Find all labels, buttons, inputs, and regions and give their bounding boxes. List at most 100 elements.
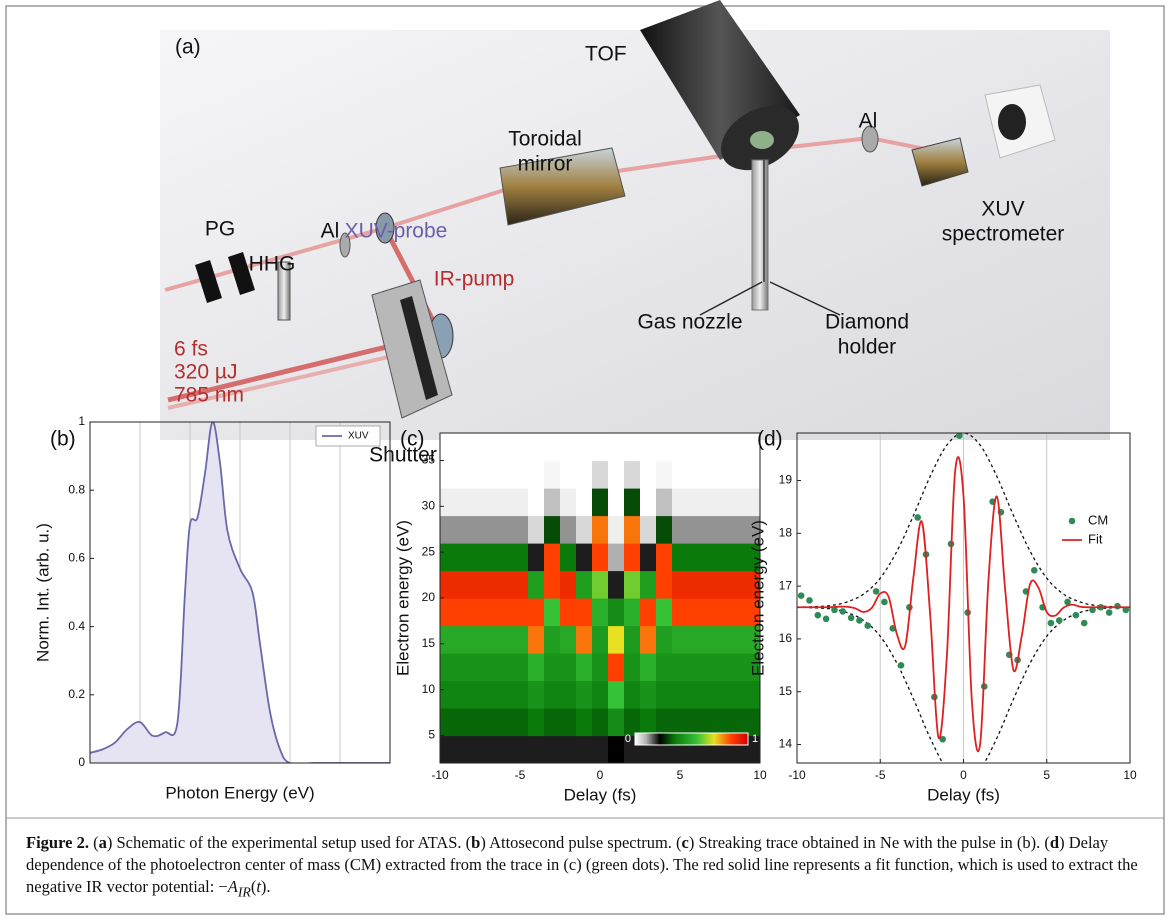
heatmap-cell: [560, 543, 577, 572]
caption-text: IR: [237, 884, 251, 900]
label: 6 fs: [174, 338, 208, 361]
legend-box: [315, 425, 381, 447]
heatmap-cell: [576, 543, 593, 572]
heatmap-cell: [512, 543, 529, 572]
data-point: [973, 768, 980, 775]
heatmap-cell: [736, 625, 753, 654]
heatmap-cell: [608, 515, 625, 544]
heatmap-cell: [592, 598, 609, 627]
heatmap-cell: [480, 708, 497, 737]
colorbar-label: 1: [752, 733, 758, 745]
plot-area: [440, 433, 760, 763]
heatmap-cell: [752, 515, 760, 544]
heatmap-cell: [448, 543, 465, 572]
heatmap-cell: [512, 735, 529, 763]
data-point: [914, 514, 922, 521]
heatmap-cell: [480, 680, 497, 709]
heatmap-cell: [464, 488, 481, 517]
label: XUV-probe: [345, 220, 448, 243]
heatmap-cell: [480, 598, 497, 627]
heatmap-cell: [688, 460, 705, 489]
pointer: [699, 281, 763, 316]
heatmap-cell: [736, 460, 753, 489]
heatmap-cell: [672, 653, 689, 682]
heatmap-cell: [656, 460, 673, 489]
heatmap-cell: [544, 515, 561, 544]
heatmap-cell: [480, 543, 497, 572]
pg-plate: [228, 252, 255, 295]
label: HHG: [249, 253, 296, 276]
heatmap-cell: [560, 653, 577, 682]
heatmap-cell: [440, 570, 449, 599]
heatmap-cell: [592, 433, 609, 462]
y-tick-label: 1: [78, 414, 85, 428]
heatmap-cell: [480, 653, 497, 682]
data-point: [956, 433, 963, 439]
y-tick-label: 16: [779, 631, 793, 645]
line: [797, 456, 1130, 753]
heatmap-cell: [592, 488, 609, 517]
y-tick-label: 0: [78, 755, 85, 769]
heatmap-cell: [528, 680, 545, 709]
panel: XUV 0 0.2 0.4 0.6 0.8 1 Photon Energy (eV) Norm.…: [33, 414, 391, 802]
heatmap-cell: [544, 460, 561, 489]
heatmap-cell: [752, 708, 760, 737]
heatmap-cell: [528, 543, 545, 572]
axes-frame: [89, 421, 391, 764]
label: Shutter: [369, 444, 437, 467]
pointer: [769, 281, 841, 316]
heatmap-cell: [480, 625, 497, 654]
schematic: (a) TOF Toroidal mirror Al XUV spectrome…: [160, 0, 1110, 467]
heatmap-cell: [592, 653, 609, 682]
hhg-cell: [277, 261, 291, 321]
data-point: [1122, 606, 1130, 614]
label: Al: [321, 220, 340, 243]
heatmap-cell: [720, 543, 737, 572]
heatmap-cell: [528, 598, 545, 627]
heatmap-cell: [736, 680, 753, 709]
heatmap-cell: [464, 625, 481, 654]
heatmap-cell: [640, 543, 657, 572]
heatmap-cell: [608, 543, 625, 572]
x-tick-label: 0: [960, 768, 967, 782]
heatmap-cell: [608, 680, 625, 709]
heatmap-cell: [560, 515, 577, 544]
heatmap-cell: [688, 625, 705, 654]
panel-label: (c): [400, 428, 425, 451]
al-filter: [861, 125, 879, 153]
data-point: [822, 615, 830, 623]
heatmap-cell: [464, 598, 481, 627]
heatmap-cell: [736, 653, 753, 682]
caption-text: ) Streaking trace obtained in Ne with th…: [688, 833, 1050, 852]
heatmap-cell: [688, 433, 705, 462]
heatmap-cell: [656, 570, 673, 599]
x-tick-label: -10: [788, 768, 806, 782]
toroidal-mirror: [499, 147, 626, 226]
heatmap-cell: [672, 515, 689, 544]
heatmap-cell: [752, 460, 760, 489]
heatmap-cell: [608, 735, 625, 763]
heatmap-cell: [736, 433, 753, 462]
heatmap-cell: [464, 735, 481, 763]
data-point: [847, 614, 855, 622]
heatmap-cell: [752, 598, 760, 627]
caption-text: d: [1049, 833, 1060, 852]
heatmap-cell: [448, 598, 465, 627]
legend-label: XUV: [348, 431, 369, 442]
y-tick-label: 0.2: [68, 687, 85, 701]
heatmap-cell: [544, 653, 561, 682]
heatmap-cell: [544, 570, 561, 599]
heatmap-cell: [576, 488, 593, 517]
heatmap-cell: [624, 653, 641, 682]
heatmap-cell: [512, 460, 529, 489]
heatmap-cell: [720, 708, 737, 737]
heatmap-cell: [720, 460, 737, 489]
label: 320 µJ: [174, 361, 237, 384]
heatmap-cell: [608, 653, 625, 682]
label: IR-pump: [434, 268, 515, 291]
heatmap-cell: [704, 433, 721, 462]
heatmap-cell: [560, 488, 577, 517]
heatmap-cell: [704, 570, 721, 599]
